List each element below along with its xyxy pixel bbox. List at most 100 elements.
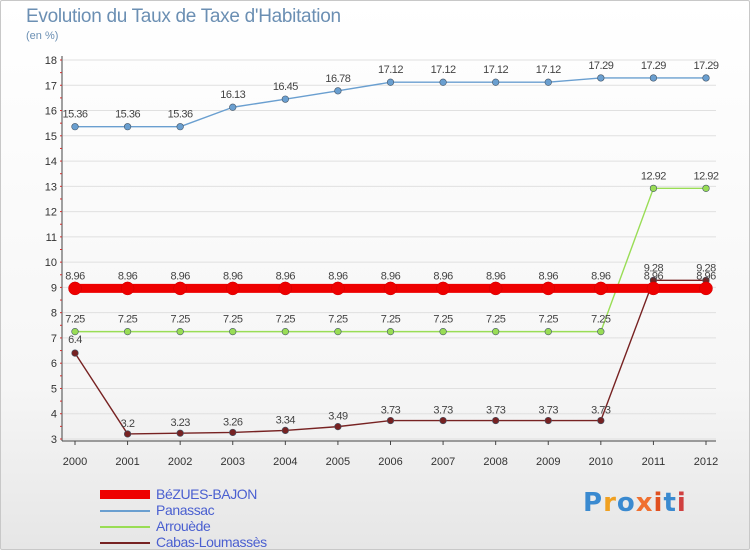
logo-letter: i (653, 488, 664, 518)
data-point (541, 281, 555, 296)
legend-label: Arrouède (156, 518, 211, 534)
data-label: 7.25 (170, 314, 190, 326)
data-point (68, 281, 82, 296)
data-label: 8.96 (539, 270, 559, 282)
x-tick-label: 2008 (483, 456, 507, 468)
legend-label: BéZUES-BAJON (156, 486, 257, 502)
data-point (173, 281, 187, 296)
data-label: 7.25 (539, 314, 559, 326)
x-tick-label: 2006 (378, 456, 402, 468)
x-tick-label: 2009 (536, 456, 560, 468)
y-tick-label: 7 (51, 333, 57, 345)
data-point (176, 123, 184, 131)
data-label: 3.73 (539, 405, 559, 417)
proxiti-logo: Proxiti (583, 488, 687, 518)
x-tick-label: 2002 (168, 456, 192, 468)
data-point (649, 74, 658, 82)
data-label: 8.96 (591, 270, 611, 282)
data-label: 8.96 (696, 270, 716, 282)
y-tick-label: 6 (51, 358, 57, 370)
data-point (281, 95, 289, 103)
data-point (176, 328, 184, 336)
data-point (597, 328, 605, 336)
x-tick-label: 2010 (589, 456, 613, 468)
data-label: 16.45 (273, 81, 298, 93)
data-point (386, 78, 395, 86)
data-label: 9.28 (644, 262, 664, 274)
y-tick-label: 13 (45, 181, 57, 193)
data-point (544, 328, 552, 336)
data-label: 8.96 (223, 270, 243, 282)
legend-swatch (100, 526, 150, 528)
data-label: 8.96 (328, 270, 348, 282)
data-label: 15.36 (168, 109, 193, 121)
data-point (123, 123, 132, 131)
y-tick-label: 3 (51, 434, 57, 446)
data-label: 16.13 (220, 89, 245, 101)
y-tick-label: 17 (45, 80, 57, 92)
data-label: 17.29 (693, 60, 718, 72)
data-point (699, 281, 713, 296)
x-tick-label: 2001 (115, 456, 139, 468)
data-point (597, 74, 605, 82)
logo-letter: r (603, 488, 617, 518)
data-point (544, 78, 552, 86)
logo-letter: x (635, 488, 654, 518)
legend-item: Panassac (100, 502, 267, 518)
data-point (334, 423, 342, 431)
data-point (71, 349, 79, 357)
legend-item: Cabas-Loumassès (100, 534, 267, 550)
data-label: 8.96 (65, 270, 85, 282)
data-label: 7.25 (65, 314, 85, 326)
data-label: 8.96 (486, 270, 506, 282)
data-label: 15.36 (62, 109, 87, 121)
data-label: 8.96 (118, 270, 138, 282)
data-point (281, 426, 289, 435)
data-label: 8.96 (381, 270, 401, 282)
y-tick-label: 4 (51, 409, 57, 421)
legend-swatch (100, 490, 150, 499)
data-label: 7.25 (381, 314, 401, 326)
data-label: 8.96 (170, 270, 190, 282)
data-label: 6.4 (68, 334, 82, 346)
data-point (492, 78, 500, 86)
x-tick-label: 2011 (642, 456, 666, 468)
y-tick-label: 12 (45, 207, 57, 219)
data-point (386, 416, 395, 425)
data-label: 12.92 (641, 170, 666, 182)
legend-swatch (100, 542, 150, 544)
data-point (334, 328, 342, 336)
data-label: 3.2 (121, 418, 135, 430)
data-label: 7.25 (223, 314, 243, 326)
data-point (123, 328, 132, 336)
x-tick-label: 2003 (221, 456, 245, 468)
x-tick-label: 2007 (431, 456, 455, 468)
data-point (229, 328, 237, 336)
data-label: 3.49 (328, 411, 348, 423)
data-point (492, 416, 500, 425)
data-point (71, 328, 79, 336)
data-label: 17.12 (378, 64, 403, 76)
data-point (386, 328, 395, 336)
data-point (436, 281, 450, 296)
x-tick-label: 2000 (63, 456, 87, 468)
data-point (439, 78, 447, 86)
data-point (281, 328, 289, 336)
y-tick-label: 14 (45, 156, 57, 168)
logo-letter: o (616, 488, 636, 518)
data-point (702, 74, 710, 82)
data-label: 17.29 (588, 60, 613, 72)
data-label: 7.25 (433, 314, 453, 326)
x-tick-label: 2005 (326, 456, 350, 468)
legend-label: Cabas-Loumassès (156, 534, 267, 550)
data-label: 12.92 (693, 170, 718, 182)
data-point (492, 328, 500, 336)
y-tick-label: 10 (45, 257, 57, 269)
data-label: 3.23 (170, 417, 190, 429)
data-point (120, 281, 135, 296)
data-label: 7.25 (591, 314, 611, 326)
chart-subtitle: (en %) (26, 30, 59, 42)
y-tick-label: 16 (45, 106, 57, 118)
